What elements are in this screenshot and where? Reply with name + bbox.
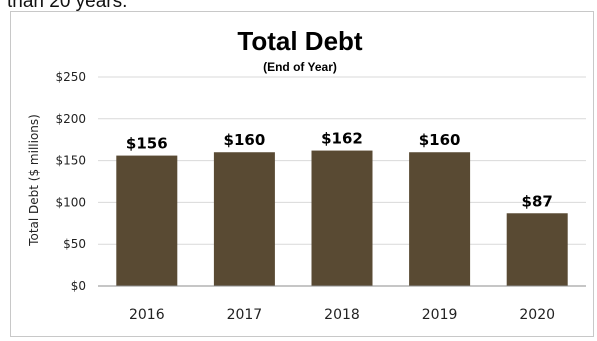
bar (409, 152, 471, 286)
x-tick-label: 2020 (519, 307, 555, 323)
y-tick-label: $50 (63, 237, 86, 251)
x-tick-label: 2016 (129, 307, 165, 323)
data-label: $160 (224, 131, 266, 149)
bar (311, 150, 373, 286)
x-axis-ticks: 2016 2017 2018 2019 2020 (129, 307, 555, 323)
x-tick-label: 2017 (227, 307, 263, 323)
data-label: $87 (522, 192, 553, 210)
data-label: $160 (419, 131, 461, 149)
chart-subtitle: (End of Year) (263, 60, 337, 74)
y-tick-label: $100 (55, 195, 86, 209)
y-axis-label: Total Debt ($ millions) (27, 114, 41, 247)
bar (213, 152, 275, 286)
caption-text: than 20 years. (7, 0, 128, 12)
y-tick-label: $0 (71, 279, 86, 293)
y-tick-label: $250 (55, 70, 86, 84)
bar (506, 213, 568, 286)
y-axis-ticks: $0 $50 $100 $150 $200 $250 (55, 70, 86, 293)
chart-title: Total Debt (237, 26, 363, 56)
bar (116, 155, 178, 286)
y-tick-label: $200 (55, 112, 86, 126)
data-label: $162 (321, 130, 363, 148)
data-labels: $156 $160 $162 $160 $87 (126, 130, 553, 211)
x-tick-label: 2019 (422, 307, 458, 323)
x-tick-label: 2018 (324, 307, 360, 323)
data-label: $156 (126, 135, 168, 153)
chart-frame (10, 11, 594, 337)
y-tick-label: $150 (55, 154, 86, 168)
bars (116, 150, 568, 286)
